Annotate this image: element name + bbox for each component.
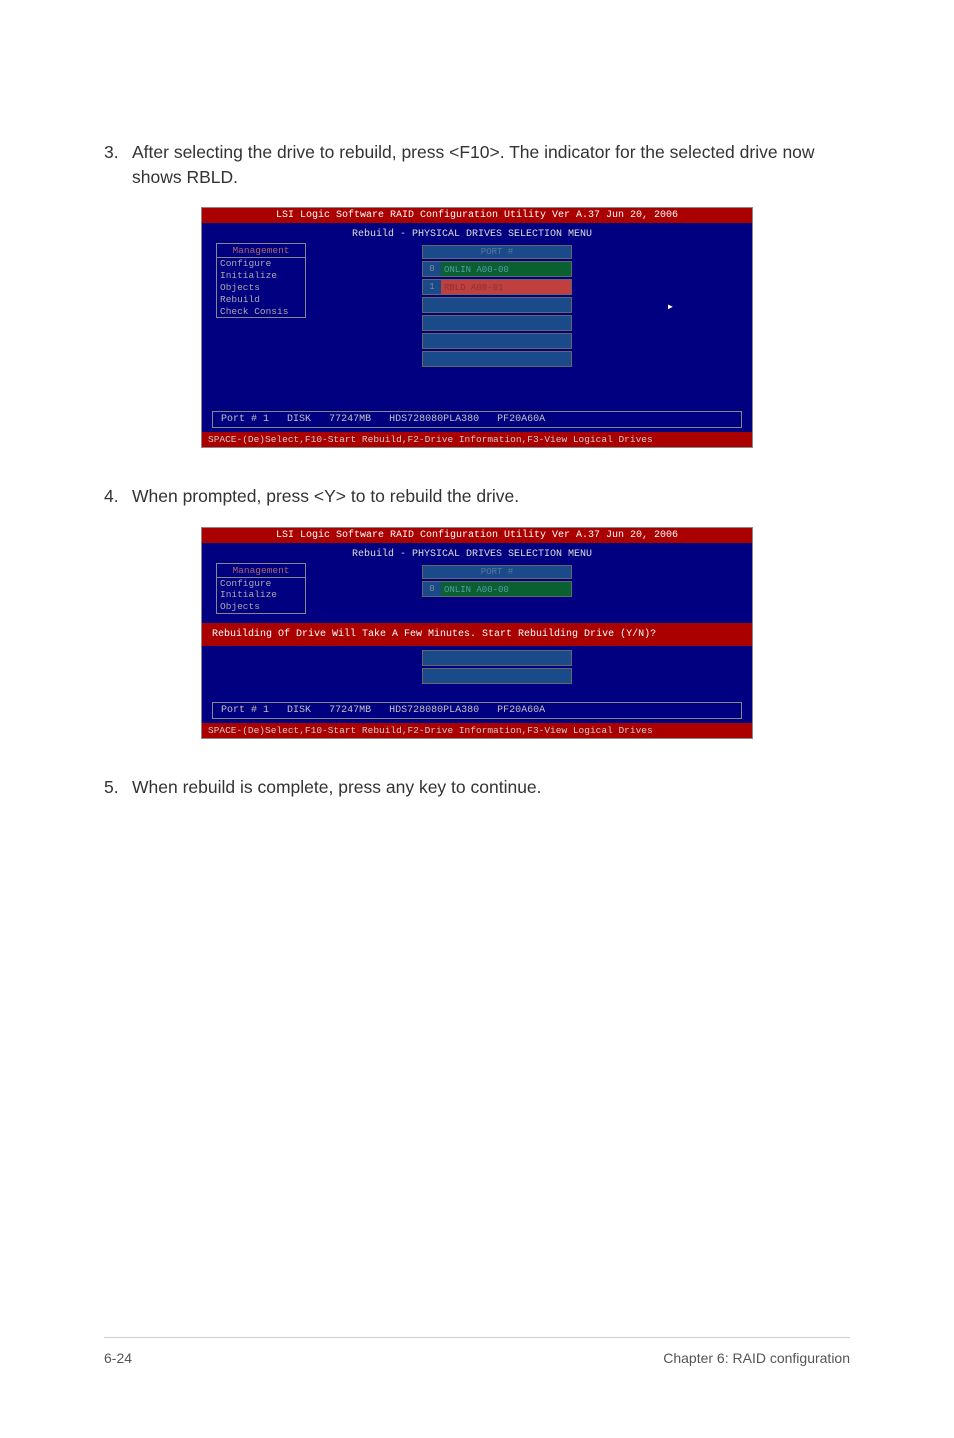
port-selection: PORT # 0 ONLIN A00-00 1 RBLD A00-01 bbox=[422, 245, 572, 367]
port-status: RBLD A00-01 bbox=[441, 280, 571, 294]
section-header: Rebuild - PHYSICAL DRIVES SELECTION MENU bbox=[352, 229, 592, 240]
management-menu: Management Configure Initialize Objects bbox=[216, 563, 306, 615]
drive-status-row: Port # 1 DISK 77247MB HDS728080PLA380 PF… bbox=[212, 411, 742, 428]
bios-title: LSI Logic Software RAID Configuration Ut… bbox=[202, 528, 752, 543]
port-row-empty bbox=[422, 333, 572, 349]
status-size: 77247MB bbox=[329, 414, 371, 425]
bios-title: LSI Logic Software RAID Configuration Ut… bbox=[202, 208, 752, 223]
step-3: 3. After selecting the drive to rebuild,… bbox=[104, 140, 850, 189]
menu-heading: Management bbox=[217, 244, 305, 258]
menu-item[interactable]: Configure bbox=[217, 578, 305, 590]
step-4: 4. When prompted, press <Y> to to rebuil… bbox=[104, 484, 850, 509]
drive-status-row: Port # 1 DISK 77247MB HDS728080PLA380 PF… bbox=[212, 702, 742, 719]
port-row-empty bbox=[422, 650, 572, 666]
step-text: After selecting the drive to rebuild, pr… bbox=[132, 140, 850, 189]
bios-screenshot-1: LSI Logic Software RAID Configuration Ut… bbox=[104, 207, 850, 448]
step-number: 3. bbox=[104, 140, 132, 189]
step-text: When rebuild is complete, press any key … bbox=[132, 775, 850, 800]
port-row-empty bbox=[422, 668, 572, 684]
rebuild-prompt[interactable]: Rebuilding Of Drive Will Take A Few Minu… bbox=[202, 623, 752, 646]
status-model: HDS728080PLA380 bbox=[389, 705, 479, 716]
step-number: 5. bbox=[104, 775, 132, 800]
menu-heading: Management bbox=[217, 564, 305, 578]
page-number: 6-24 bbox=[104, 1350, 132, 1366]
status-model: HDS728080PLA380 bbox=[389, 414, 479, 425]
cursor-icon: ▸ bbox=[667, 299, 674, 314]
port-header: PORT # bbox=[422, 245, 572, 259]
step-text: When prompted, press <Y> to to rebuild t… bbox=[132, 484, 850, 509]
management-menu: Management Configure Initialize Objects … bbox=[216, 243, 306, 318]
port-status: ONLIN A00-00 bbox=[441, 582, 571, 596]
port-row-empty bbox=[422, 315, 572, 331]
menu-item[interactable]: Configure bbox=[217, 258, 305, 270]
port-index: 1 bbox=[423, 280, 441, 294]
port-index: 0 bbox=[423, 582, 441, 596]
bios-footer: SPACE-(De)Select,F10-Start Rebuild,F2-Dr… bbox=[202, 432, 752, 447]
menu-item[interactable]: Initialize bbox=[217, 270, 305, 282]
menu-item[interactable]: Initialize bbox=[217, 589, 305, 601]
menu-item[interactable]: Objects bbox=[217, 282, 305, 294]
section-header: Rebuild - PHYSICAL DRIVES SELECTION MENU bbox=[352, 549, 592, 560]
status-disk: DISK bbox=[287, 414, 311, 425]
port-row-0[interactable]: 0 ONLIN A00-00 bbox=[422, 581, 572, 597]
port-row-empty bbox=[422, 351, 572, 367]
port-index: 0 bbox=[423, 262, 441, 276]
port-row-empty bbox=[422, 297, 572, 313]
port-status: ONLIN A00-00 bbox=[441, 262, 571, 276]
status-serial: PF20A60A bbox=[497, 414, 545, 425]
port-row-1[interactable]: 1 RBLD A00-01 bbox=[422, 279, 572, 295]
status-serial: PF20A60A bbox=[497, 705, 545, 716]
bios-footer: SPACE-(De)Select,F10-Start Rebuild,F2-Dr… bbox=[202, 723, 752, 738]
page-footer: 6-24 Chapter 6: RAID configuration bbox=[104, 1337, 850, 1366]
status-disk: DISK bbox=[287, 705, 311, 716]
port-header: PORT # bbox=[422, 565, 572, 579]
status-port: Port # 1 bbox=[221, 705, 269, 716]
port-row-0[interactable]: 0 ONLIN A00-00 bbox=[422, 261, 572, 277]
step-5: 5. When rebuild is complete, press any k… bbox=[104, 775, 850, 800]
port-selection: PORT # 0 ONLIN A00-00 bbox=[422, 565, 572, 597]
chapter-label: Chapter 6: RAID configuration bbox=[663, 1350, 850, 1366]
menu-item[interactable]: Rebuild bbox=[217, 294, 305, 306]
status-size: 77247MB bbox=[329, 705, 371, 716]
menu-item[interactable]: Objects bbox=[217, 601, 305, 613]
status-port: Port # 1 bbox=[221, 414, 269, 425]
step-number: 4. bbox=[104, 484, 132, 509]
menu-item[interactable]: Check Consis bbox=[217, 306, 305, 318]
bios-screenshot-2: LSI Logic Software RAID Configuration Ut… bbox=[104, 527, 850, 739]
